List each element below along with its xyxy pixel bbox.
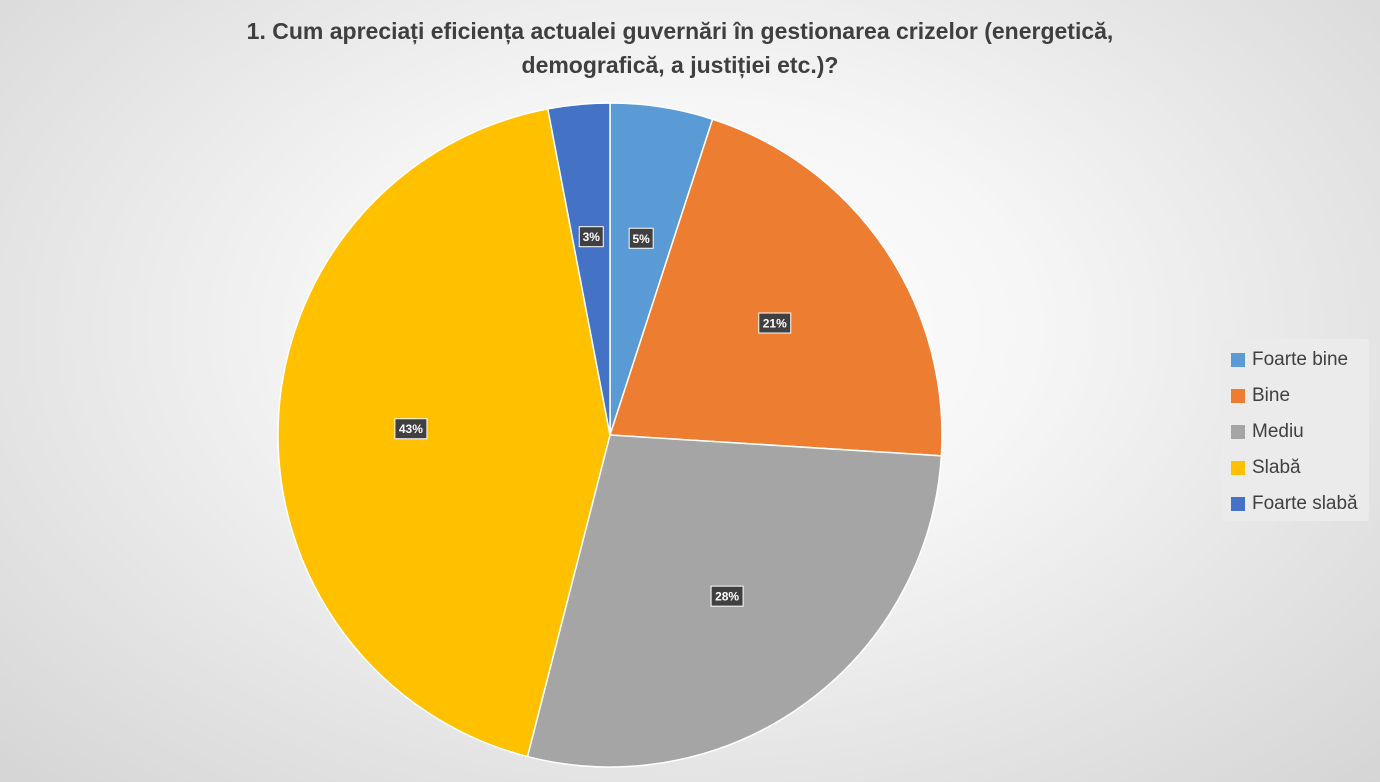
data-label-box [394,418,428,440]
data-label-text: 28% [715,590,739,604]
data-label-text: 3% [583,230,601,244]
data-label-foarte-slaba: 3% [578,226,604,248]
data-label-box [628,227,654,249]
data-label-slaba: 43% [394,418,428,440]
legend-item-slaba: Slabă [1231,450,1369,486]
legend-item-mediu: Mediu [1231,414,1369,450]
data-label-mediu: 28% [710,585,744,607]
legend-label: Foarte slabă [1252,493,1358,514]
data-label-box [578,226,604,248]
legend-swatch [1231,461,1245,475]
data-label-text: 5% [632,232,650,246]
legend-swatch [1231,497,1245,511]
legend-item-bine: Bine [1231,378,1369,414]
chart-title-line-2: demografică, a justiției etc.)? [521,52,839,78]
legend-swatch [1231,425,1245,439]
data-label-box [710,585,744,607]
data-label-text: 21% [763,317,787,331]
pie-slice-slaba [277,108,611,758]
legend: Foarte bine Bine Mediu Slabă Foarte slabă [1222,339,1369,521]
legend-item-foarte-slaba: Foarte slabă [1231,486,1369,522]
data-label-box [758,312,792,334]
legend-label: Foarte bine [1252,349,1349,370]
legend-swatch [1231,389,1245,403]
data-label-foarte-bine: 5% [628,227,654,249]
legend-swatch [1231,353,1245,367]
pie-slices [277,102,943,768]
pie-slice-foarte-slaba [546,102,611,436]
legend-label: Bine [1252,385,1291,406]
legend-label: Slabă [1252,457,1301,478]
pie-data-labels: 5% 21% 28% 43% 3% [394,226,792,607]
pie-slice-bine [608,118,943,457]
chart-title-line-1: 1. Cum apreciați eficiența actualei guve… [246,18,1114,44]
legend-label: Mediu [1252,421,1304,442]
legend-item-foarte-bine: Foarte bine [1231,342,1369,378]
chart-title: 1. Cum apreciați eficiența actualei guve… [180,14,1180,82]
data-label-bine: 21% [758,312,792,334]
data-label-text: 43% [399,422,423,436]
